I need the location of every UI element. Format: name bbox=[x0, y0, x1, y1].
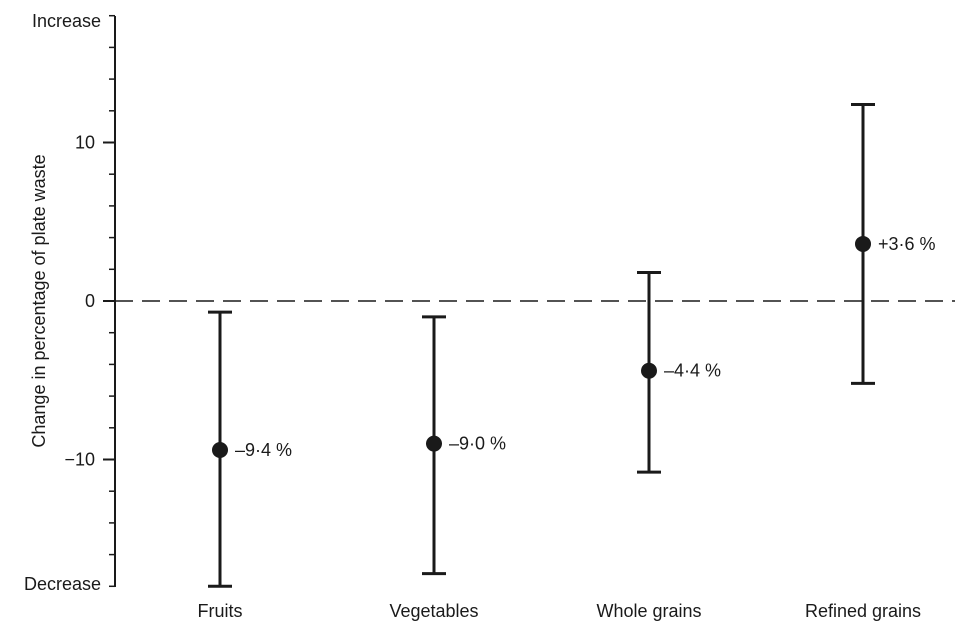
data-label: –9·0 % bbox=[449, 434, 506, 454]
error-bar-group: –9·4 % bbox=[208, 310, 292, 588]
data-label: –9·4 % bbox=[235, 440, 292, 460]
y-tick-label: 10 bbox=[75, 133, 95, 153]
data-point bbox=[212, 441, 228, 458]
data-point bbox=[426, 435, 442, 452]
x-category-label: Fruits bbox=[198, 601, 243, 621]
y-axis-title: Change in percentage of plate waste bbox=[29, 154, 49, 447]
error-bar-group: –9·0 % bbox=[422, 315, 506, 576]
data-label: –4·4 % bbox=[664, 361, 721, 381]
x-category-label: Vegetables bbox=[389, 601, 478, 621]
y-axis-top-label: Increase bbox=[32, 11, 101, 31]
data-marks: –9·4 % Fruits –9·0 % Vegetables –4·4 % Whole … bbox=[198, 102, 936, 621]
y-axis-ticks: −10 0 10 bbox=[64, 14, 115, 588]
x-category-label: Refined grains bbox=[805, 601, 921, 621]
x-category-label: Whole grains bbox=[596, 601, 701, 621]
data-point bbox=[641, 362, 657, 379]
data-label: +3·6 % bbox=[878, 234, 936, 254]
y-axis-bottom-label: Decrease bbox=[24, 574, 101, 594]
error-bar-group: +3·6 % bbox=[851, 102, 936, 385]
data-point bbox=[855, 235, 871, 252]
error-bar-group: –4·4 % bbox=[637, 270, 721, 474]
y-tick-label: 0 bbox=[85, 291, 95, 311]
y-tick-label: −10 bbox=[64, 450, 95, 470]
